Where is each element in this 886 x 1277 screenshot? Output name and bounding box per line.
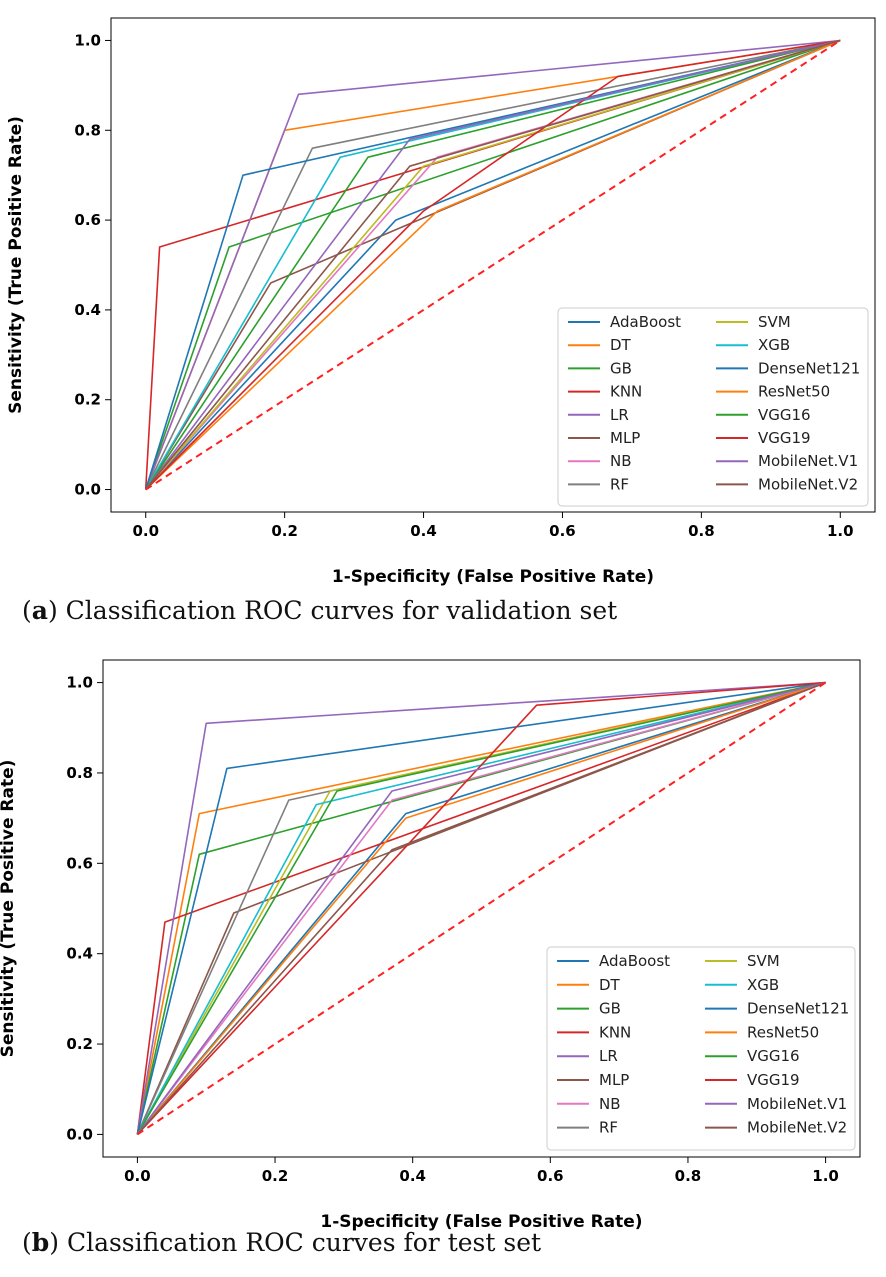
caption-text: Classification ROC curves for validation… xyxy=(65,596,618,625)
series-line-lr xyxy=(136,681,826,1135)
y-tick-label: 0.8 xyxy=(74,121,101,139)
y-tick-label: 0.0 xyxy=(74,481,101,499)
legend-label: MobileNet.V1 xyxy=(758,452,858,470)
legend-label: LR xyxy=(599,1047,618,1065)
series-line-xgb xyxy=(136,681,826,1135)
legend-label: AdaBoost xyxy=(599,952,670,970)
series-line-vgg16 xyxy=(136,681,826,1135)
roc-chart-test: 0.0 0.2 0.4 0.6 0.8 1.0 0.0 0.2 0.4 0.6 0.8 1.0 1-Sp… xyxy=(0,659,861,1232)
x-tick-label: 0.2 xyxy=(271,522,298,540)
y-tick-label: 0.2 xyxy=(74,391,101,409)
series-line-svm xyxy=(145,39,841,491)
x-tick-label: 1.0 xyxy=(812,1167,839,1185)
legend-label: XGB xyxy=(758,336,790,354)
y-axis-label: Sensitivity (True Positive Rate) xyxy=(6,116,26,414)
legend-label: VGG16 xyxy=(758,406,811,424)
series-line-vgg16 xyxy=(145,39,841,490)
x-tick-label: 0.4 xyxy=(410,522,437,540)
legend-label: MLP xyxy=(599,1071,629,1089)
legend-label: DT xyxy=(610,336,632,354)
x-tick-label: 0.2 xyxy=(262,1167,289,1185)
y-tick-label: 0.2 xyxy=(66,1035,93,1053)
legend-box xyxy=(546,946,856,1151)
y-tick-label: 0.8 xyxy=(66,764,93,782)
series-line-mobilenet-v2 xyxy=(136,681,826,1135)
x-tick-label: 0.8 xyxy=(688,522,715,540)
series-line-mobilenet-v1 xyxy=(136,681,826,1135)
chance-line xyxy=(136,681,827,1136)
roc-chart-validation: 0.0 0.2 0.4 0.6 0.8 1.0 0.0 0.2 0.4 0.6 0.8 1.0 1-Sp… xyxy=(6,17,876,587)
legend-label: NB xyxy=(599,1095,621,1113)
roc-figure-validation: 0.0 0.2 0.4 0.6 0.8 1.0 0.0 0.2 0.4 0.6 0.8 1.0 1-Sp… xyxy=(0,0,886,590)
series-line-adaboost xyxy=(136,681,826,1135)
legend: AdaBoost DT GB KNN LR MLP NB RF SVM XGB DenseNet12… xyxy=(557,307,869,507)
series-line-mobilenet-v2 xyxy=(145,39,841,491)
legend-label: AdaBoost xyxy=(610,313,681,331)
legend-label: MLP xyxy=(610,429,640,447)
legend-label: VGG19 xyxy=(747,1071,800,1089)
series-line-resnet50 xyxy=(145,39,841,491)
caption-label: a xyxy=(31,596,48,625)
x-tick-label: 0.6 xyxy=(549,522,576,540)
caption-test: (b) Classification ROC curves for test s… xyxy=(22,1228,542,1257)
caption-text: Classification ROC curves for test set xyxy=(66,1228,542,1257)
legend-label: SVM xyxy=(758,313,791,331)
x-tick-label: 0.8 xyxy=(675,1167,702,1185)
legend-label: DT xyxy=(599,976,621,994)
series-line-vgg19 xyxy=(145,39,841,491)
series-line-knn xyxy=(136,681,826,1135)
legend-label: NB xyxy=(610,452,632,470)
y-tick-label: 0.6 xyxy=(66,854,93,872)
y-tick-label: 1.0 xyxy=(66,674,93,692)
y-tick-label: 0.6 xyxy=(74,211,101,229)
legend-label: VGG16 xyxy=(747,1047,800,1065)
legend-box xyxy=(557,307,869,507)
series-line-dt xyxy=(136,681,826,1135)
legend-label: ResNet50 xyxy=(747,1023,819,1041)
series-line-rf xyxy=(144,39,841,490)
legend-label: KNN xyxy=(599,1023,631,1041)
legend-label: GB xyxy=(599,1000,621,1018)
legend-label: RF xyxy=(599,1119,618,1137)
legend-label: LR xyxy=(610,406,629,424)
legend-label: RF xyxy=(610,475,629,493)
legend-label: DenseNet121 xyxy=(747,1000,849,1018)
legend: AdaBoost DT GB KNN LR MLP NB RF SVM XGB DenseNet12… xyxy=(546,946,856,1151)
chance-line xyxy=(145,39,841,491)
series-line-vgg19 xyxy=(136,681,826,1135)
x-tick-label: 0.0 xyxy=(132,522,159,540)
series-line-densenet121 xyxy=(136,681,826,1135)
y-tick-label: 0.0 xyxy=(66,1125,93,1143)
x-axis-label: 1-Specificity (False Positive Rate) xyxy=(332,567,654,587)
legend-label: VGG19 xyxy=(758,429,811,447)
y-axis-label: Sensitivity (True Positive Rate) xyxy=(0,760,18,1058)
x-tick-label: 1.0 xyxy=(827,522,854,540)
legend-label: ResNet50 xyxy=(758,383,830,401)
y-tick-label: 0.4 xyxy=(66,945,93,963)
series-line-nb xyxy=(136,681,826,1135)
caption-validation: (a) Classification ROC curves for valida… xyxy=(22,596,618,625)
x-axis-label: 1-Specificity (False Positive Rate) xyxy=(320,1212,642,1232)
legend-label: KNN xyxy=(610,383,642,401)
y-tick-label: 0.4 xyxy=(74,301,101,319)
series-line-lr xyxy=(144,39,841,490)
y-tick-label: 1.0 xyxy=(74,31,101,49)
series-line-mobilenet-v1 xyxy=(145,39,841,490)
legend-label: DenseNet121 xyxy=(758,359,860,377)
caption-label: b xyxy=(31,1228,50,1257)
legend-label: SVM xyxy=(747,952,780,970)
legend-label: XGB xyxy=(747,976,779,994)
x-tick-label: 0.4 xyxy=(399,1167,426,1185)
legend-label: MobileNet.V2 xyxy=(747,1119,847,1137)
roc-figure-test: 0.0 0.2 0.4 0.6 0.8 1.0 0.0 0.2 0.4 0.6 0.8 1.0 1-Sp… xyxy=(0,640,886,1232)
legend-label: MobileNet.V1 xyxy=(747,1095,847,1113)
series-line-gb xyxy=(144,39,841,490)
legend-label: MobileNet.V2 xyxy=(758,475,858,493)
legend-label: GB xyxy=(610,359,632,377)
series-line-resnet50 xyxy=(136,681,826,1135)
x-tick-label: 0.6 xyxy=(537,1167,564,1185)
series-line-adaboost xyxy=(145,39,841,491)
x-tick-label: 0.0 xyxy=(124,1167,151,1185)
